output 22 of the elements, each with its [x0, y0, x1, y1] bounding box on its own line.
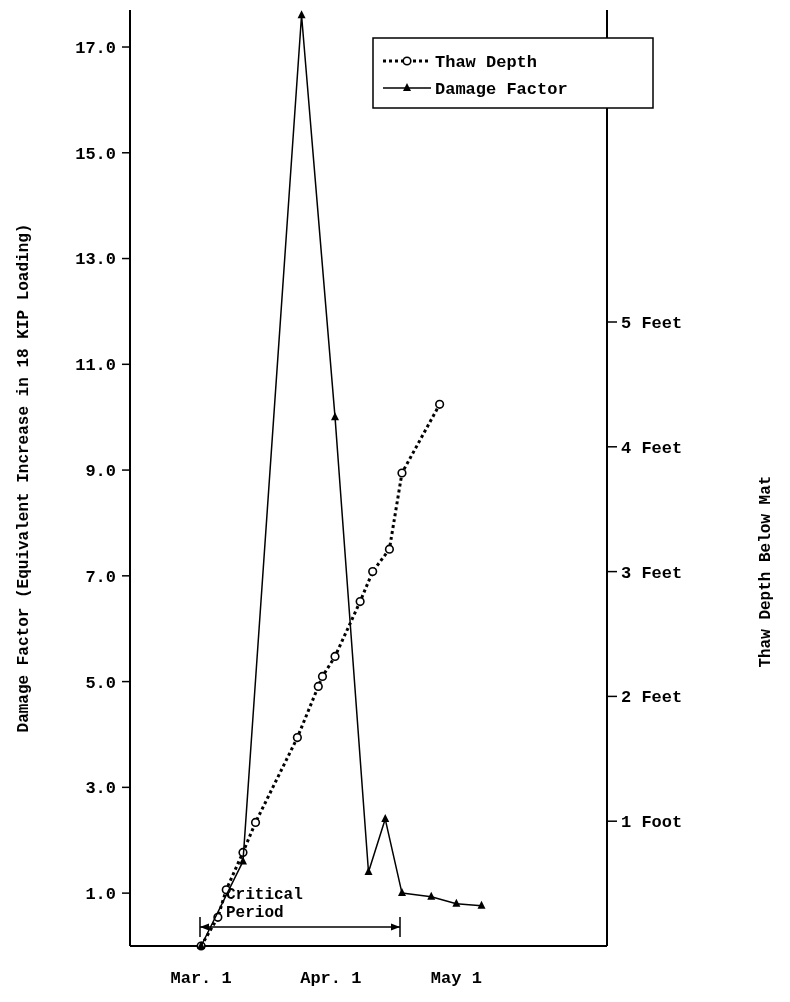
x-tick-label: Mar. 1: [170, 969, 232, 988]
y-tick-label: 5.0: [85, 673, 116, 693]
y-tick-label: 15.0: [75, 144, 116, 164]
y2-tick-label: 1 Foot: [621, 813, 683, 833]
legend-label: Thaw Depth: [435, 53, 538, 72]
y-tick-label: 7.0: [85, 567, 116, 587]
y2-axis-title: Thaw Depth Below Mat: [757, 475, 775, 668]
y-tick-label: 17.0: [75, 38, 116, 58]
legend-label: Damage Factor: [435, 80, 568, 99]
y-tick-label: 13.0: [75, 250, 116, 270]
y-tick-label: 11.0: [75, 356, 116, 376]
y-tick-label: 1.0: [85, 885, 116, 905]
y-tick-label: 9.0: [85, 462, 116, 482]
y2-tick-label: 5 Feet: [621, 313, 683, 333]
y2-tick-label: 4 Feet: [621, 438, 683, 458]
annotation: Critical Period: [226, 886, 303, 922]
y2-tick-label: 3 Feet: [621, 563, 683, 583]
y2-tick-label: 2 Feet: [621, 688, 683, 708]
x-tick-label: May 1: [430, 969, 482, 988]
y-tick-label: 3.0: [85, 779, 116, 799]
x-tick-label: Apr. 1: [300, 969, 362, 988]
y-axis-title: Damage Factor (Equivalent Increase in 18 KIP Loading): [15, 223, 33, 733]
